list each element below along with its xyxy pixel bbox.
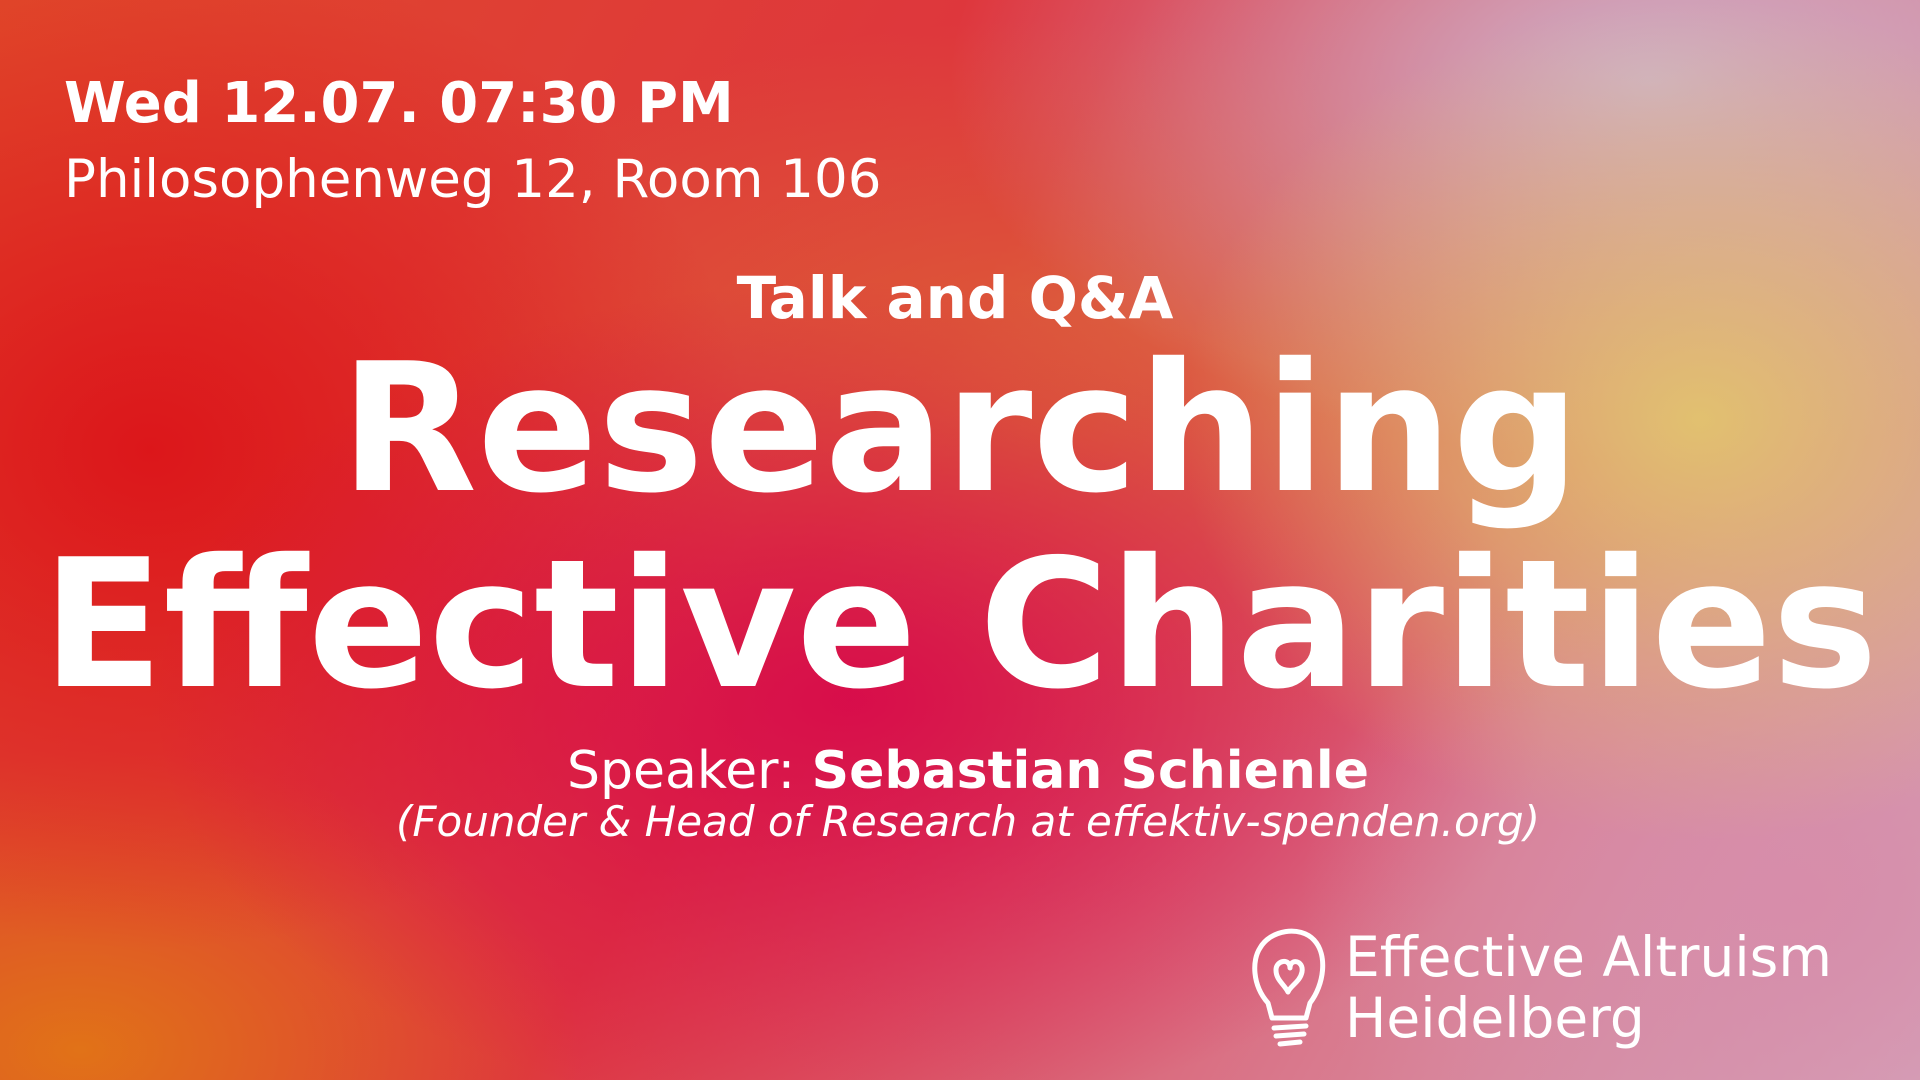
- logo-line: Heidelberg: [1345, 986, 1645, 1050]
- logo-line: Effective Altruism: [1345, 925, 1832, 989]
- title-line: Effective Charities: [42, 521, 1878, 728]
- title-line: Researching: [340, 325, 1580, 532]
- speaker-name: Sebastian Schienle: [812, 741, 1369, 801]
- speaker-label: Speaker:: [567, 741, 795, 801]
- event-type: Talk and Q&A: [737, 264, 1174, 332]
- location: Philosophenweg 12, Room 106: [64, 149, 881, 210]
- logo-icon: [1252, 928, 1326, 1047]
- speaker-line: Speaker: Sebastian Schienle: [567, 741, 1369, 801]
- speaker-affiliation: (Founder & Head of Research at effektiv-…: [396, 797, 1540, 846]
- date-time: Wed 12.07. 07:30 PM: [64, 71, 734, 136]
